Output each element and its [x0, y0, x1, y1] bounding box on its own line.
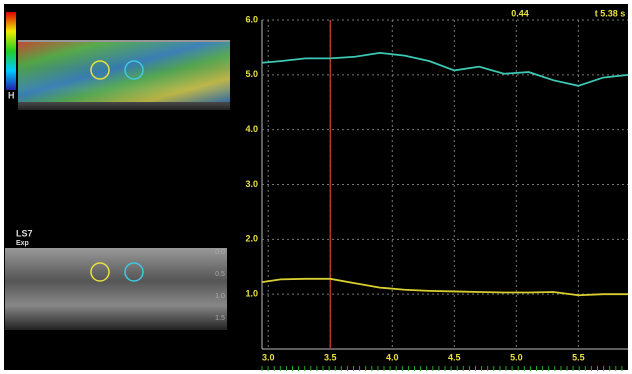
annotation: t 5.38 s	[595, 8, 626, 18]
probe-label: LS7	[16, 228, 33, 238]
annotation: 0.44	[511, 8, 529, 18]
screen: H LS7 Exp 0.0 0.5 1.0 1.5 1.0 2.0 3.0 4.0 5.0 6.…	[0, 0, 632, 374]
depth-tick-label: 0.5	[215, 271, 225, 278]
mode-label: Exp	[16, 240, 29, 247]
x-tick-label: 3.0	[262, 352, 275, 362]
y-tick-label: 2.0	[245, 234, 258, 244]
elastogram	[18, 42, 230, 102]
y-tick-label: 4.0	[245, 124, 258, 134]
ultrasound-lower	[5, 248, 227, 330]
scale-label: H	[8, 90, 15, 100]
y-tick-label: 1.0	[245, 289, 258, 299]
color-bar	[6, 12, 16, 90]
y-tick-label: 5.0	[245, 69, 258, 79]
x-tick-label: 3.5	[324, 352, 337, 362]
y-tick-label: 3.0	[245, 179, 258, 189]
x-tick-label: 4.5	[448, 352, 461, 362]
y-tick-label: 6.0	[245, 14, 258, 24]
depth-tick-label: 1.5	[215, 315, 225, 322]
depth-tick-label: 1.0	[215, 293, 225, 300]
depth-tick-label: 0.0	[215, 249, 225, 256]
x-tick-label: 5.0	[510, 352, 523, 362]
x-tick-label: 5.5	[572, 352, 585, 362]
x-tick-label: 4.0	[386, 352, 399, 362]
